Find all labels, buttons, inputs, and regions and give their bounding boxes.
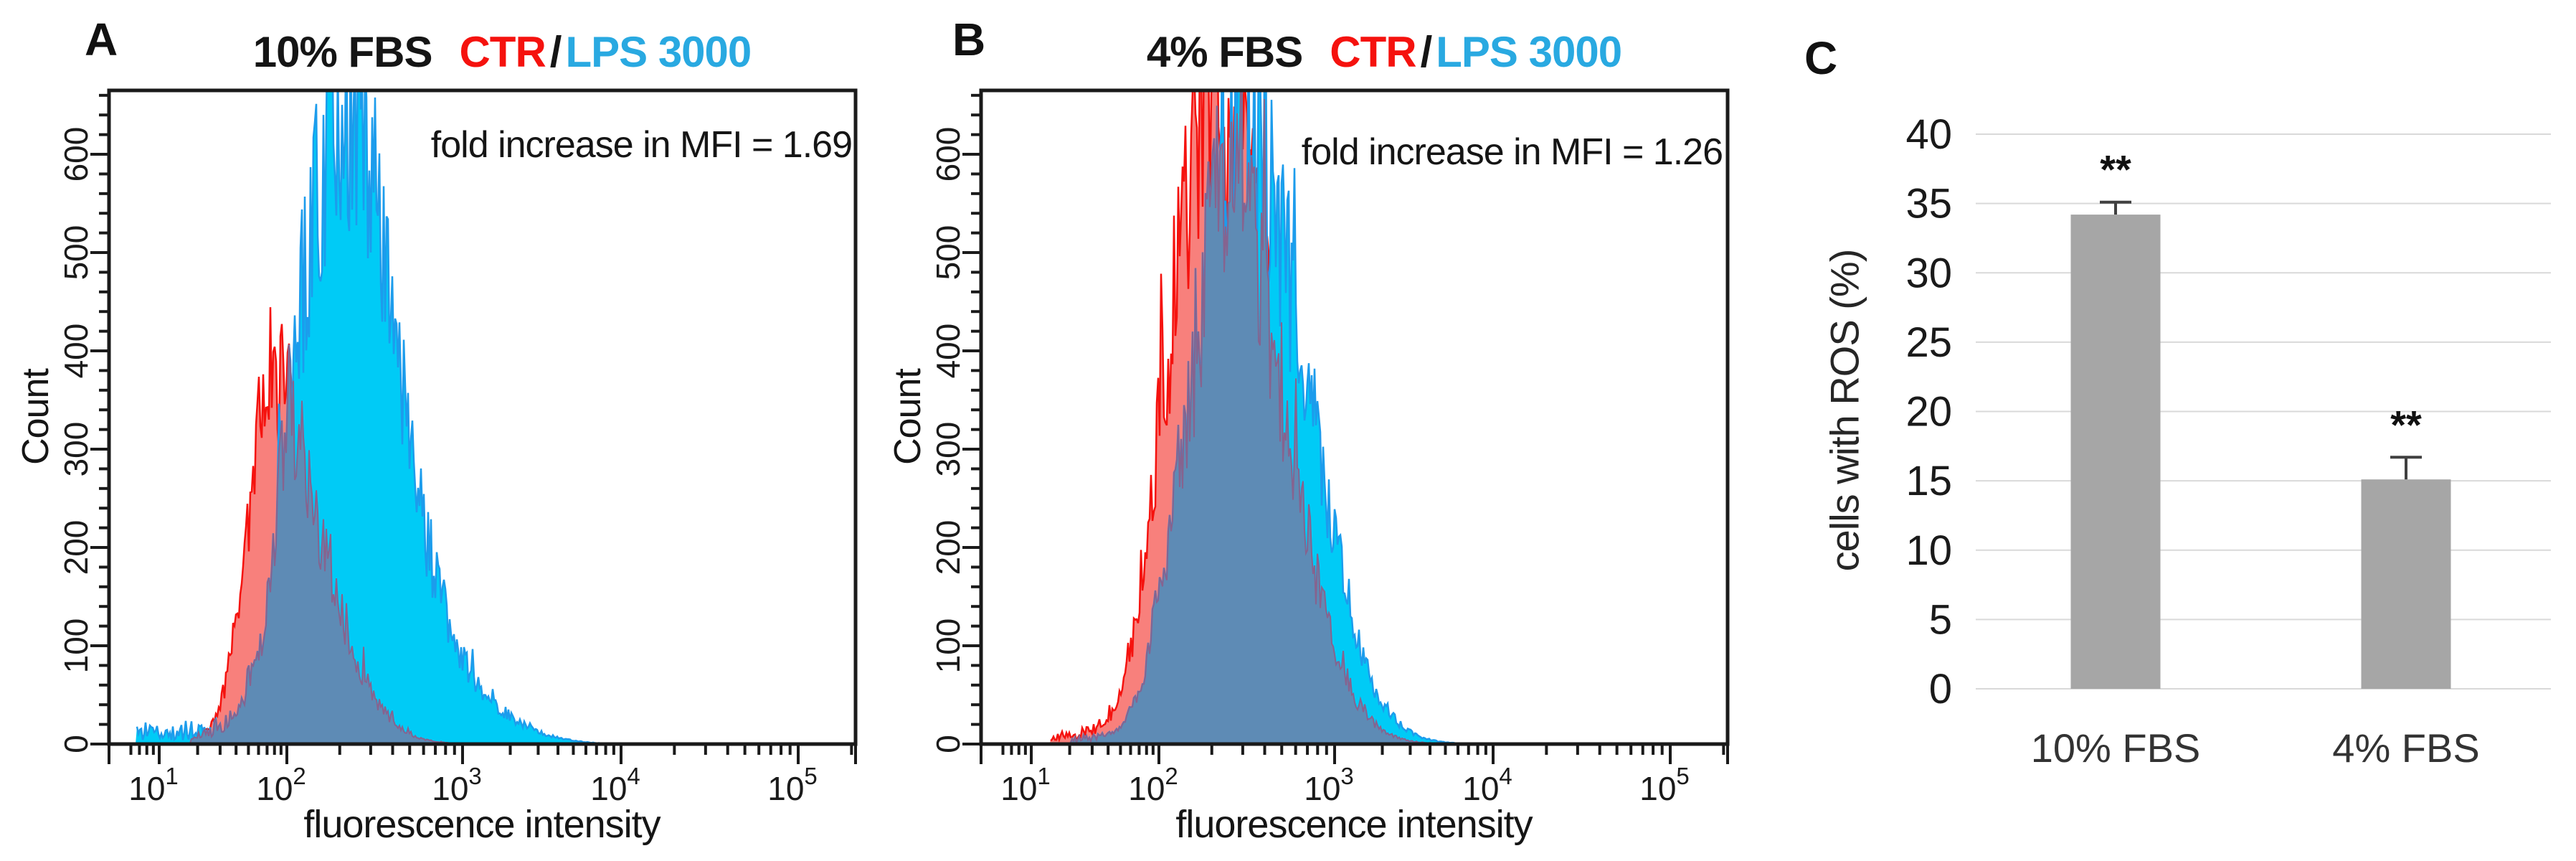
axes-ticks-B: 0 100 200 300 400 500 600 101 102 103 104 105 — [929, 93, 1729, 807]
svg-text:100: 100 — [57, 618, 95, 674]
bar-10% FBS — [2070, 215, 2161, 690]
c-y-tick-label: 20 — [1905, 389, 1952, 436]
overlap-region-fill — [982, 92, 1726, 744]
overlap-region-outline — [1070, 92, 1441, 744]
c-category-label: 4% FBS — [2332, 725, 2479, 771]
lps-histogram-fill — [982, 92, 1726, 744]
c-y-tick-label: 40 — [1905, 111, 1952, 158]
svg-text:102: 102 — [256, 763, 306, 807]
svg-text:103: 103 — [432, 763, 482, 807]
svg-text:400: 400 — [929, 324, 967, 379]
c-y-tick-label: 10 — [1905, 527, 1952, 574]
svg-text:102: 102 — [1128, 763, 1178, 807]
svg-text:500: 500 — [929, 225, 967, 281]
ctr-histogram-fill — [110, 307, 854, 744]
plot-border-A — [107, 88, 858, 746]
c-y-tick-label: 0 — [1929, 666, 1952, 712]
bar-chart-panel-c: 0 5 10 15 20 25 30 35 40 ** 10% FBS ** 4% FBS — [1905, 111, 2551, 771]
svg-text:0: 0 — [57, 735, 95, 753]
svg-text:104: 104 — [1462, 763, 1512, 807]
significance-marker: ** — [2390, 402, 2422, 447]
svg-text:0: 0 — [929, 735, 967, 753]
lps-histogram-fill — [110, 92, 854, 744]
c-y-tick-label: 15 — [1905, 458, 1952, 504]
flow-histograms-A — [110, 92, 854, 744]
svg-text:500: 500 — [57, 225, 95, 281]
svg-text:300: 300 — [929, 422, 967, 477]
svg-text:105: 105 — [1639, 763, 1690, 807]
svg-text:300: 300 — [57, 422, 95, 477]
plot-border-B — [979, 88, 1730, 746]
svg-text:200: 200 — [929, 520, 967, 575]
svg-text:400: 400 — [57, 324, 95, 379]
svg-text:101: 101 — [128, 763, 179, 807]
ctr-histogram-fill — [982, 92, 1726, 744]
svg-text:105: 105 — [767, 763, 818, 807]
c-y-tick-label: 35 — [1905, 181, 1952, 227]
flow-histograms-B — [982, 92, 1726, 744]
c-y-tick-label: 30 — [1905, 250, 1952, 296]
svg-text:200: 200 — [57, 520, 95, 575]
c-category-label: 10% FBS — [2031, 725, 2201, 771]
svg-text:600: 600 — [57, 127, 95, 182]
c-y-tick-label: 25 — [1905, 319, 1952, 366]
svg-text:600: 600 — [929, 127, 967, 182]
bar-4% FBS — [2361, 479, 2451, 689]
axes-ticks-A: 0 100 200 300 400 500 600 101 102 103 104 105 — [57, 93, 857, 807]
c-y-tick-label: 5 — [1929, 596, 1952, 643]
svg-text:100: 100 — [929, 618, 967, 674]
svg-text:103: 103 — [1304, 763, 1354, 807]
overlap-region-fill — [110, 344, 854, 744]
significance-marker: ** — [2100, 147, 2131, 192]
svg-text:101: 101 — [1000, 763, 1051, 807]
svg-text:104: 104 — [590, 763, 640, 807]
